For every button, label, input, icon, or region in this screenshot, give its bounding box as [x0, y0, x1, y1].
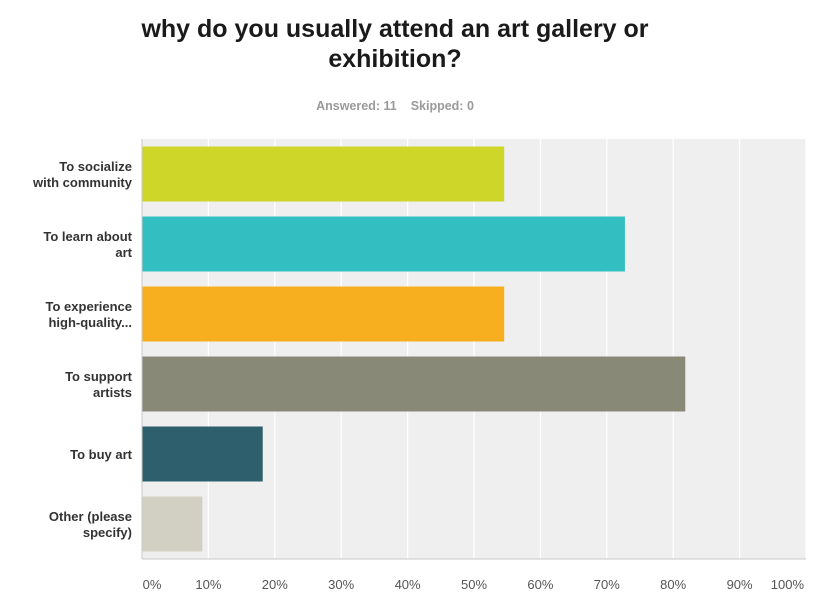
- tick-label: 50%: [461, 577, 487, 592]
- tick-label: 30%: [328, 577, 354, 592]
- tick-label: 0%: [143, 577, 162, 592]
- bar: [142, 216, 625, 272]
- bar: [142, 496, 203, 552]
- bars: [142, 146, 686, 552]
- chart-title: why do you usually attend an art gallery…: [141, 15, 649, 73]
- category-label: To learn about art: [43, 229, 132, 260]
- bar: [142, 426, 263, 482]
- category-label: To socialize with community: [32, 159, 133, 190]
- response-summary: Answered: 11 Skipped: 0: [0, 99, 790, 113]
- tick-label: 10%: [195, 577, 221, 592]
- tick-label: 20%: [262, 577, 288, 592]
- tick-label: 80%: [660, 577, 686, 592]
- answered-count: Answered: 11: [316, 99, 397, 113]
- bar: [142, 286, 505, 342]
- tick-label: 70%: [594, 577, 620, 592]
- skipped-count: Skipped: 0: [410, 99, 474, 113]
- category-label: Other (please specify): [49, 509, 132, 540]
- tick-label: 90%: [727, 577, 753, 592]
- tick-labels: 0% 10% 20% 30% 40% 50% 60% 70% 80% 90% 100%: [143, 577, 805, 592]
- bar: [142, 146, 505, 202]
- category-label: To experience high-quality...: [46, 299, 132, 330]
- category-label: To buy art: [70, 447, 133, 462]
- bar: [142, 356, 686, 412]
- category-label: To support artists: [65, 369, 133, 400]
- tick-label: 60%: [527, 577, 553, 592]
- category-labels: To socialize with community To learn about…: [32, 159, 133, 540]
- grid-lines: [207, 139, 807, 559]
- tick-label: 100%: [771, 577, 805, 592]
- tick-label: 40%: [395, 577, 421, 592]
